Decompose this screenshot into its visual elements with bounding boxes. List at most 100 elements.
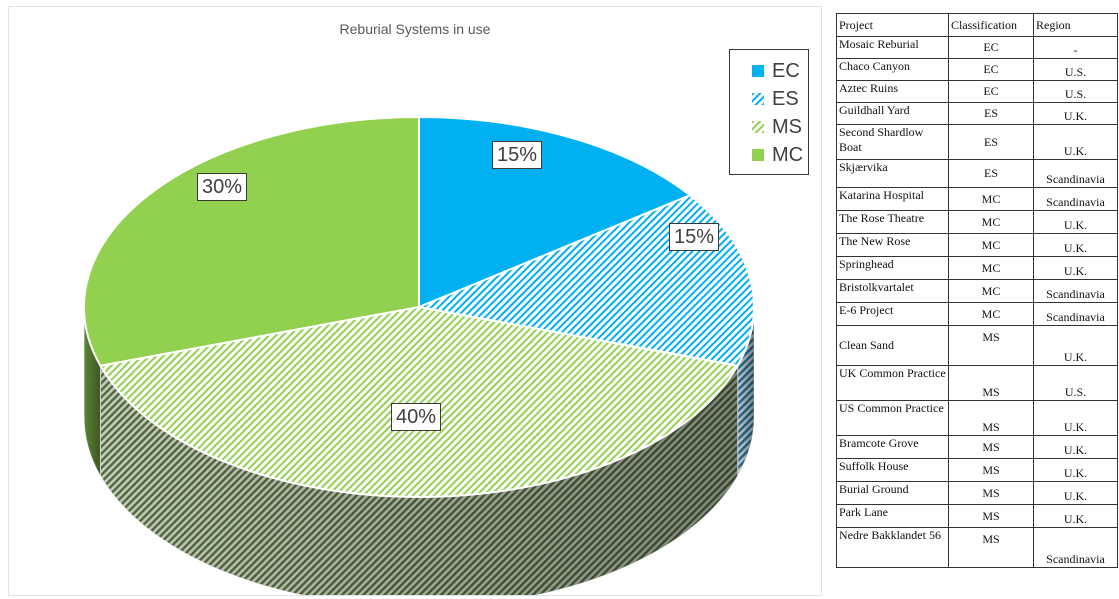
cell-region: U.K. (1033, 481, 1118, 505)
cell-project: Katarina Hospital (836, 187, 949, 211)
table-row: Chaco Canyon EC U.S. (836, 58, 1118, 81)
cell-classification: MS (948, 458, 1034, 482)
chart-title: Reburial Systems in use (339, 21, 491, 37)
cell-region: U.K. (1033, 256, 1118, 280)
table-row: Nedre Bakklandet 56 MS Scandinavia (836, 527, 1118, 568)
table-row: Bristolkvartalet MC Scandinavia (836, 279, 1118, 303)
cell-classification: MC (948, 233, 1034, 257)
cell-classification: MS (948, 481, 1034, 505)
legend-label-ms: MS (772, 115, 802, 138)
legend-label-ec: EC (772, 59, 800, 82)
table-row: Aztec Ruins EC U.S. (836, 80, 1118, 103)
cell-region: Scandinavia (1033, 159, 1118, 188)
cell-classification: MC (948, 187, 1034, 211)
cell-classification: ES (948, 124, 1034, 160)
cell-region: U.K. (1033, 325, 1118, 366)
table-row: Suffolk House MS U.K. (836, 458, 1118, 482)
cell-region: U.K. (1033, 435, 1118, 459)
pie-slice-ec (418, 115, 692, 309)
cell-classification: MC (948, 256, 1034, 280)
cell-project: US Common Practice (836, 400, 949, 436)
table-row: The New Rose MC U.K. (836, 233, 1118, 257)
cell-project: Skjærvika (836, 159, 949, 188)
cell-classification: ES (948, 102, 1034, 125)
cell-classification: MS (948, 325, 1034, 366)
table-row: Bramcote Grove MS U.K. (836, 435, 1118, 459)
legend-swatch-ms (752, 121, 764, 133)
cell-project: Suffolk House (836, 458, 949, 482)
chart-legend: EC ES MS MC (729, 49, 809, 175)
cell-classification: EC (948, 36, 1034, 59)
cell-project: Aztec Ruins (836, 80, 949, 103)
pie-side-shade-ms (100, 365, 738, 595)
table-row: Park Lane MS U.K. (836, 504, 1118, 528)
cell-classification: MS (948, 504, 1034, 528)
header-region: Region (1033, 13, 1118, 37)
cell-classification: EC (948, 58, 1034, 81)
cell-project: Second Shardlow Boat (836, 124, 949, 160)
pie-chart-panel: Reburial Systems in use EC ES MS MC 15% … (8, 6, 822, 596)
table-row: Burial Ground MS U.K. (836, 481, 1118, 505)
legend-label-mc: MC (772, 143, 804, 166)
legend-item-mc: MC (752, 142, 803, 168)
table-row: Guildhall Yard ES U.K. (836, 102, 1118, 125)
cell-classification: ES (948, 159, 1034, 188)
pie-chart (83, 115, 755, 595)
cell-region: U.K. (1033, 124, 1118, 160)
pie-slice-ms (98, 305, 740, 498)
table-row: US Common Practice MS U.K. (836, 400, 1118, 436)
cell-region: U.S. (1033, 365, 1118, 401)
cell-project: Springhead (836, 256, 949, 280)
header-project: Project (836, 13, 949, 37)
legend-swatch-mc (752, 149, 764, 161)
cell-project: The New Rose (836, 233, 949, 257)
cell-region: Scandinavia (1033, 302, 1118, 326)
data-label-mc: 30% (197, 173, 248, 201)
legend-swatch-ec (752, 65, 764, 77)
data-label-ec: 15% (492, 141, 543, 169)
cell-project: Park Lane (836, 504, 949, 528)
cell-region: U.K. (1033, 102, 1118, 125)
legend-item-ms: MS (752, 114, 802, 140)
legend-swatch-es (752, 93, 764, 105)
table-row: Springhead MC U.K. (836, 256, 1118, 280)
cell-region: U.S. (1033, 80, 1118, 103)
cell-region: - (1033, 36, 1118, 59)
project-table: Project Classification Region Mosaic Reb… (836, 13, 1118, 568)
cell-region: Scandinavia (1033, 279, 1118, 303)
table-row: The Rose Theatre MC U.K. (836, 210, 1118, 234)
legend-label-es: ES (772, 87, 799, 110)
cell-project: Clean Sand (836, 325, 949, 366)
cell-region: U.S. (1033, 58, 1118, 81)
table-header-row: Project Classification Region (836, 13, 1118, 37)
cell-project: Bristolkvartalet (836, 279, 949, 303)
cell-classification: MS (948, 400, 1034, 436)
cell-project: Mosaic Reburial (836, 36, 949, 59)
cell-region: U.K. (1033, 458, 1118, 482)
cell-classification: MC (948, 210, 1034, 234)
table-row: UK Common Practice MS U.S. (836, 365, 1118, 401)
cell-project: UK Common Practice (836, 365, 949, 401)
cell-classification: MS (948, 435, 1034, 459)
legend-item-es: ES (752, 86, 799, 112)
cell-classification: MS (948, 365, 1034, 401)
cell-region: U.K. (1033, 504, 1118, 528)
cell-classification: EC (948, 80, 1034, 103)
cell-project: Bramcote Grove (836, 435, 949, 459)
cell-region: U.K. (1033, 210, 1118, 234)
table-row: Clean Sand MS U.K. (836, 325, 1118, 366)
data-label-ms: 40% (391, 403, 442, 431)
pie-side-shade-mc (84, 307, 101, 476)
legend-item-ec: EC (752, 58, 800, 84)
cell-region: Scandinavia (1033, 527, 1118, 568)
cell-project: E-6 Project (836, 302, 949, 326)
data-label-es: 15% (669, 223, 720, 251)
cell-project: Nedre Bakklandet 56 (836, 527, 949, 568)
header-classification: Classification (948, 13, 1034, 37)
pie-slice-mc (83, 115, 420, 367)
cell-project: Burial Ground (836, 481, 949, 505)
cell-classification: MS (948, 527, 1034, 568)
cell-classification: MC (948, 302, 1034, 326)
cell-project: The Rose Theatre (836, 210, 949, 234)
table-row: Second Shardlow Boat ES U.K. (836, 124, 1118, 160)
